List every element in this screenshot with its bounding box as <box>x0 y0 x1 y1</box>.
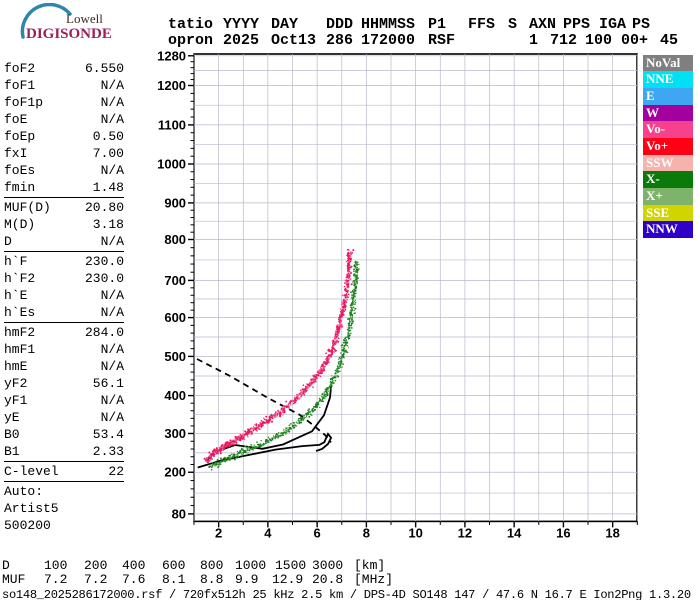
svg-text:12: 12 <box>458 525 472 540</box>
svg-text:1100: 1100 <box>158 117 186 132</box>
svg-text:1000: 1000 <box>157 156 186 171</box>
svg-text:500: 500 <box>164 349 186 364</box>
svg-text:2: 2 <box>215 525 222 540</box>
svg-text:14: 14 <box>507 525 522 540</box>
svg-text:16: 16 <box>556 525 570 540</box>
svg-text:DIGISONDE: DIGISONDE <box>26 26 112 42</box>
svg-text:1200: 1200 <box>157 78 186 93</box>
svg-text:10: 10 <box>408 525 422 540</box>
svg-text:900: 900 <box>164 195 186 210</box>
svg-text:1280: 1280 <box>157 48 186 63</box>
svg-text:400: 400 <box>164 388 186 403</box>
svg-text:200: 200 <box>164 465 186 480</box>
svg-text:600: 600 <box>164 310 186 325</box>
svg-text:6: 6 <box>314 525 321 540</box>
svg-text:8: 8 <box>363 525 370 540</box>
svg-text:Lowell: Lowell <box>66 11 103 26</box>
svg-text:4: 4 <box>264 525 272 540</box>
svg-text:18: 18 <box>605 525 619 540</box>
svg-text:80: 80 <box>172 506 186 521</box>
svg-text:700: 700 <box>164 273 186 288</box>
svg-text:300: 300 <box>164 426 186 441</box>
svg-text:800: 800 <box>164 232 186 247</box>
